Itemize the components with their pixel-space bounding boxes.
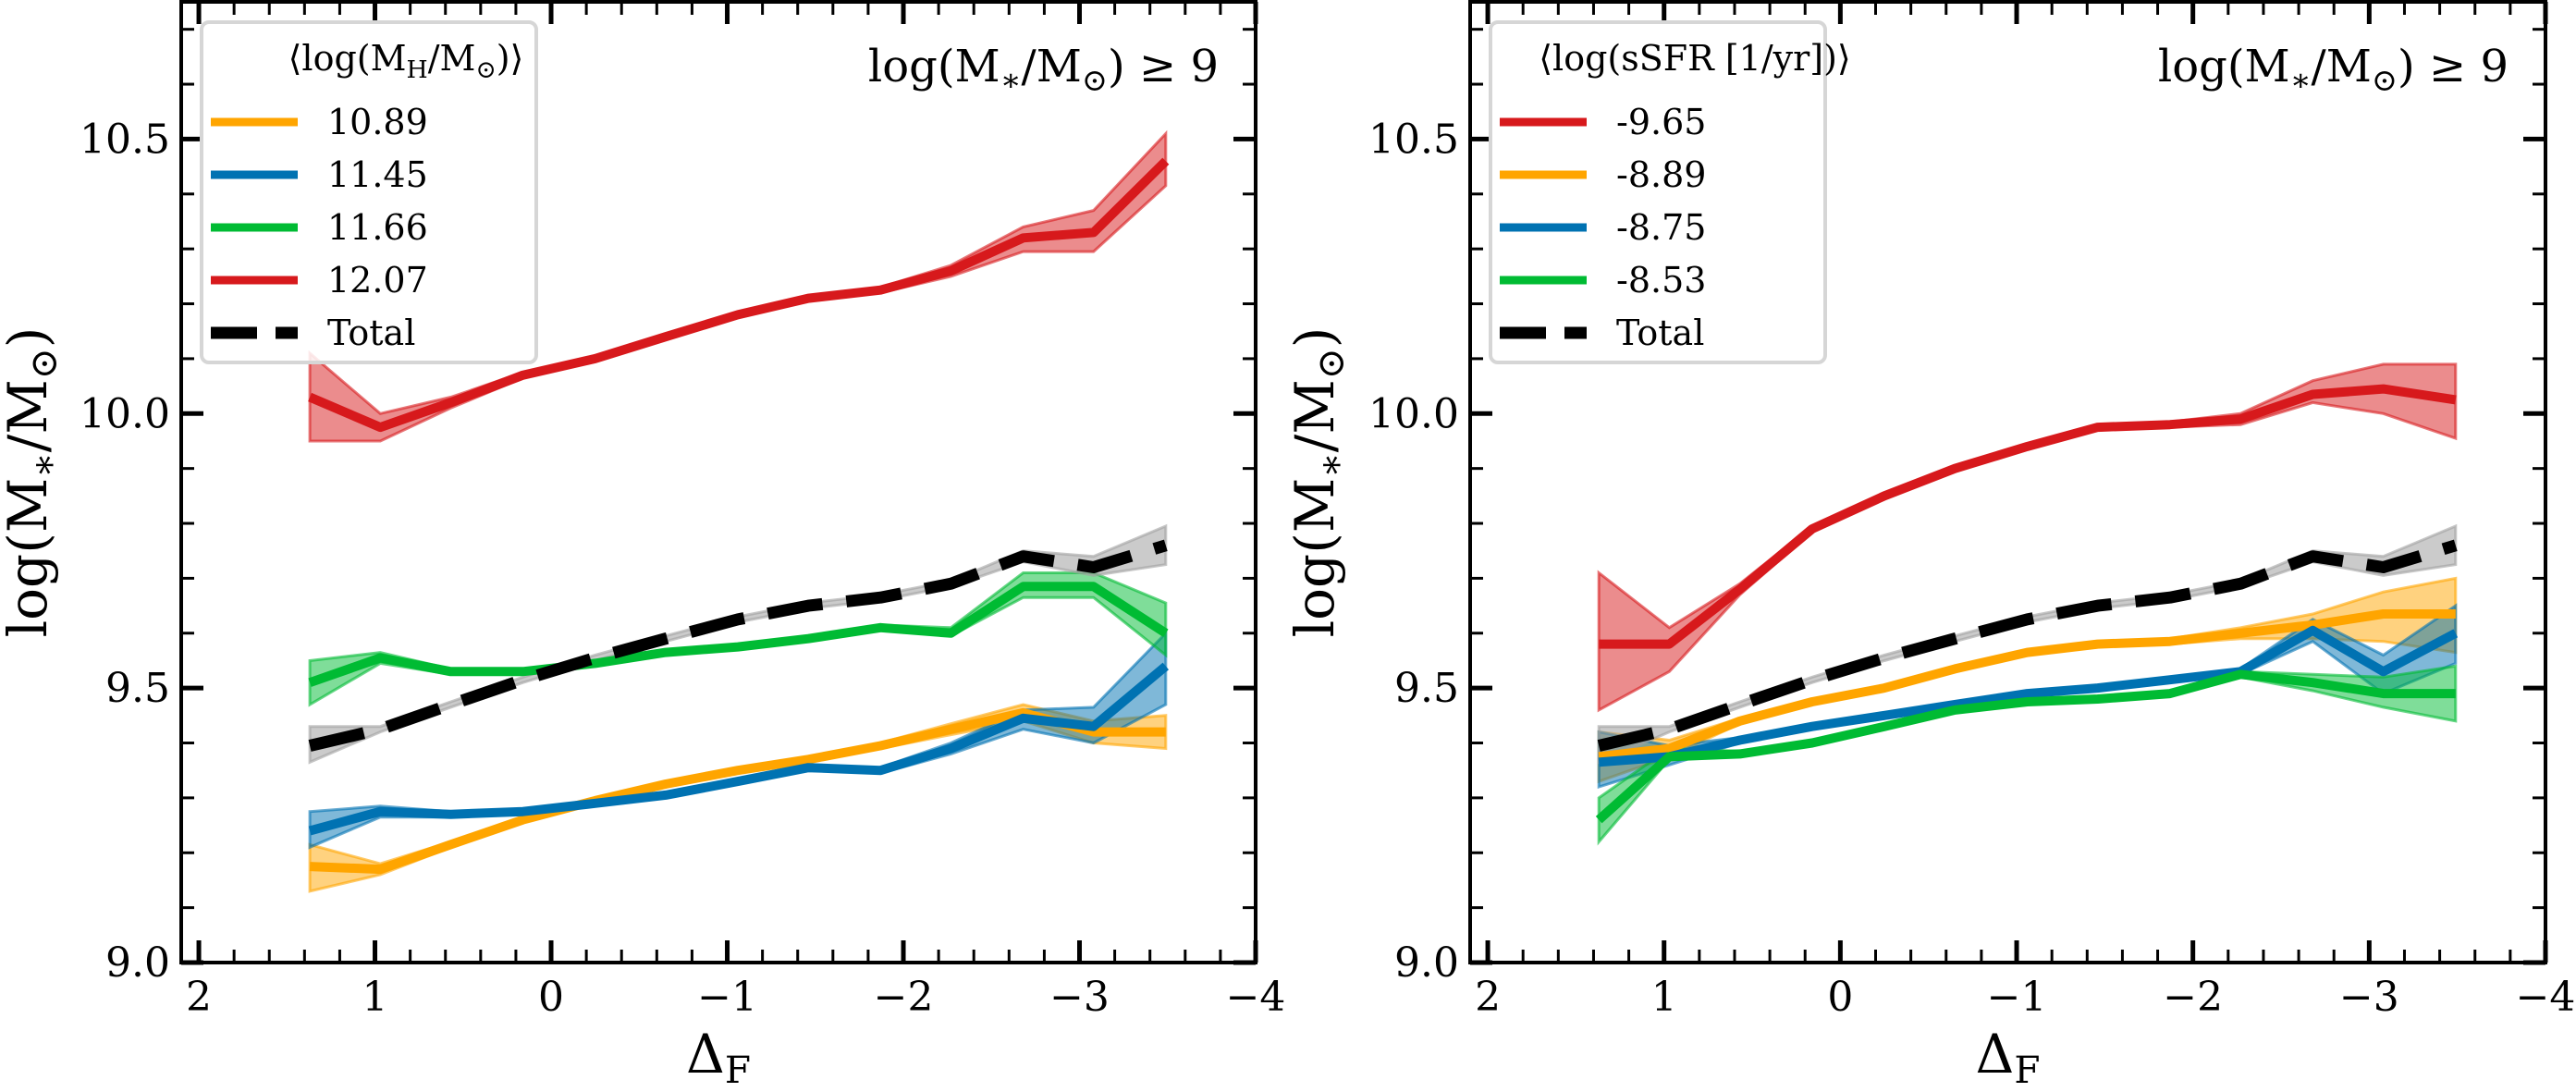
x-tick-label: −4 [1226,974,1286,1021]
y-axis-label: log(M∗/M⊙) [0,327,66,638]
y-tick-label: 9.0 [105,939,170,987]
axes-frame [1468,0,2547,964]
x-tick-label: −1 [697,974,757,1021]
plot-area [308,129,1170,893]
error-band-11.66 [308,571,1168,707]
legend-label: 10.89 [327,102,428,142]
legend: ⟨log(MH/M⊙)⟩ 10.89 11.45 11.66 12.07 Total [200,20,538,364]
legend-label: -8.89 [1616,154,1706,195]
x-tick-label: 2 [186,974,212,1021]
y-tick-label: 9.0 [1394,939,1459,987]
x-tick-label: −2 [874,974,934,1021]
x-tick-label: −1 [1987,974,2047,1021]
x-axis-label: ΔF [686,1023,751,1092]
legend-label: 11.45 [327,154,428,195]
x-tick-label: 1 [1651,974,1677,1021]
x-tick-label: −2 [2163,974,2223,1021]
x-tick-label: −4 [2516,974,2576,1021]
mass-cut-annotation: log(M∗/M⊙) ≥ 9 [868,41,1219,98]
x-tick-label: 1 [362,974,388,1021]
legend-label: -8.53 [1616,260,1706,301]
legend-label: Total [327,313,415,353]
y-tick-label: 10.5 [80,116,170,163]
mass-cut-annotation: log(M∗/M⊙) ≥ 9 [2158,41,2509,98]
x-axis-label: ΔF [1975,1023,2040,1092]
panel-right: 2 1 0 −1 −2 −3 −4 9.0 9.5 10.0 10.5 ΔF log(M∗/M⊙) log… [1283,0,2576,1092]
x-tick-label: 2 [1475,974,1501,1021]
x-tick-label: 0 [538,974,564,1021]
y-tick-label: 9.5 [105,665,170,712]
x-tick-label: 0 [1827,974,1853,1021]
legend-label: -8.75 [1616,207,1706,248]
x-tick-label: −3 [2339,974,2399,1021]
legend: ⟨log(sSFR [1/yr])⟩ -9.65 -8.89 -8.75 -8.53 To… [1489,20,1851,364]
y-tick-label: 10.0 [80,390,170,437]
series-line-10.89 [309,707,1166,875]
ticks [1470,2,2548,965]
x-tick-label: −3 [1049,974,1110,1021]
y-tick-label: 10.0 [1368,390,1459,437]
y-tick-label: 9.5 [1394,665,1459,712]
ticks [181,2,1258,965]
legend-title: ⟨log(sSFR [1/yr])⟩ [1539,38,1851,79]
legend-label: 12.07 [327,260,428,301]
series-line-11.66 [308,582,1169,687]
plot-area [1595,362,2459,846]
legend-label: 11.66 [327,207,428,248]
series-line-11.45 [308,662,1170,836]
y-tick-label: 10.5 [1368,116,1459,163]
panel-left: 2 1 0 −1 −2 −3 −4 9.0 9.5 10.0 10.5 ΔF log(M∗/M⊙) log… [0,0,1286,1092]
error-band--9.65 [1597,362,2458,713]
legend-label: Total [1616,313,1704,353]
legend-title: ⟨log(MH/M⊙)⟩ [288,38,524,84]
y-axis-label: log(M∗/M⊙) [1283,327,1353,638]
legend-label: -9.65 [1616,102,1706,142]
axes-frame [179,0,1257,964]
